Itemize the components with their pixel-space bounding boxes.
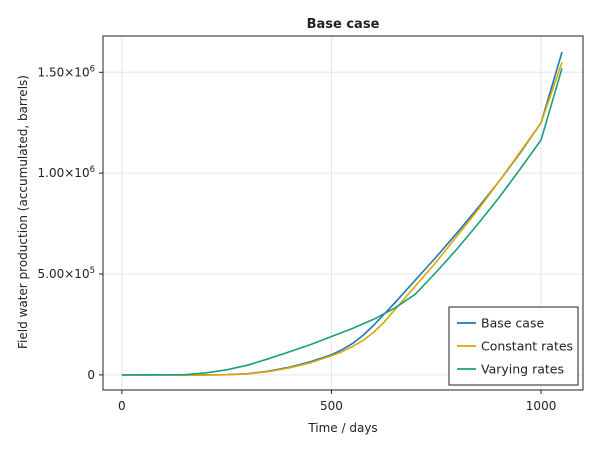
chart-title: Base case (307, 17, 380, 32)
legend: Base case Constant rates Varying rates (448, 306, 579, 386)
x-tick-label: 1000 (526, 399, 557, 413)
x-tick-label: 500 (320, 399, 343, 413)
x-tick-label: 0 (118, 399, 126, 413)
legend-label: Constant rates (481, 339, 573, 354)
x-axis-label: Time / days (307, 421, 377, 435)
series-line (121, 68, 563, 376)
plot-frame (102, 35, 584, 391)
legend-label: Varying rates (481, 362, 564, 377)
y-tick-label: 1.00×106 (38, 165, 95, 180)
tick-labels: 0 500 1000 0 5.00×105 1.00×106 1.50×106 (38, 64, 557, 413)
y-tick-label: 1.50×106 (38, 64, 95, 79)
series-lines (121, 51, 563, 376)
legend-label: Base case (481, 316, 544, 331)
y-tick-label: 5.00×105 (38, 266, 95, 281)
series-line (121, 61, 563, 376)
y-tick-label: 0 (87, 368, 95, 382)
y-axis-label: Field water production (accumulated, bar… (16, 75, 30, 349)
